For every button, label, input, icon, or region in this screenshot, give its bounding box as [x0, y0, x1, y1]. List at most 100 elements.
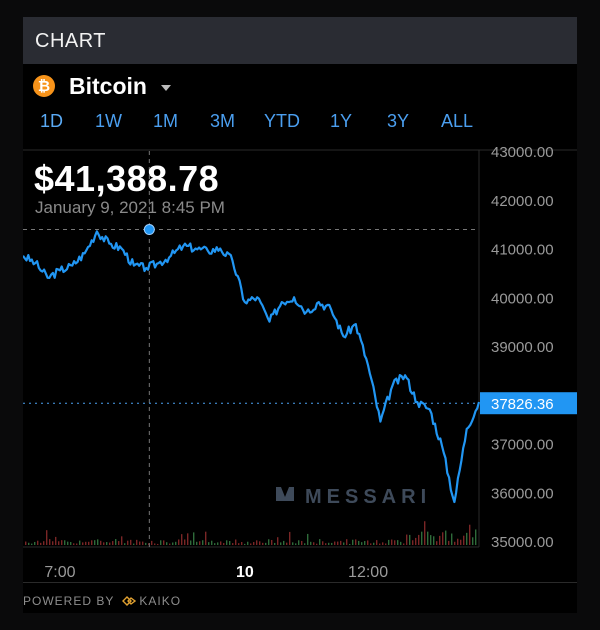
volume-bar [202, 540, 204, 545]
volume-bar [118, 541, 120, 545]
volume-bar [436, 541, 438, 545]
volume-bar [268, 539, 270, 545]
volume-bar [277, 537, 279, 545]
provider-name: KAIKO [139, 594, 182, 608]
volume-bar [403, 543, 405, 545]
kaiko-logo-icon [122, 596, 137, 606]
y-tick-label: 40000.00 [491, 290, 554, 307]
volume-bar [139, 541, 141, 545]
volume-bar [355, 539, 357, 545]
volume-bar [331, 542, 333, 545]
tab-1d[interactable]: 1D [40, 111, 64, 131]
volume-bar [307, 533, 309, 545]
volume-bar [175, 541, 177, 545]
y-tick-label: 37000.00 [491, 437, 554, 454]
volume-bar [151, 540, 153, 545]
volume-bar [349, 543, 351, 545]
volume-bar [37, 540, 39, 545]
volume-bar [337, 541, 339, 545]
price-chart[interactable]: MESSARI 43000.00 42000.00 41000.00 40000.00 3… [23, 17, 577, 613]
volume-bar [430, 535, 432, 545]
volume-bar [130, 539, 132, 545]
volume-bar [100, 540, 102, 545]
y-tick-label: 39000.00 [491, 339, 554, 356]
volume-bar [388, 539, 390, 545]
volume-bar [457, 538, 459, 545]
messari-watermark: MESSARI [305, 486, 431, 508]
volume-bar [439, 535, 441, 545]
volume-bar [85, 541, 87, 545]
tab-1m[interactable]: 1M [153, 111, 179, 131]
volume-bar [295, 543, 297, 545]
volume-bar [385, 543, 387, 545]
volume-bar [82, 542, 84, 545]
volume-bar [289, 531, 291, 545]
tab-3m[interactable]: 3M [210, 111, 236, 131]
tab-3y[interactable]: 3Y [387, 111, 410, 131]
y-tick-label: 43000.00 [491, 144, 554, 161]
volume-bar [415, 537, 417, 545]
volume-bar [223, 543, 225, 545]
volume-bar [301, 540, 303, 545]
y-tick-label: 41000.00 [491, 242, 554, 259]
volume-bar [115, 539, 117, 545]
volume-bar [163, 540, 165, 545]
volume-bar [217, 542, 219, 545]
y-tick-label: 35000.00 [491, 534, 554, 551]
y-tick-label: 36000.00 [491, 485, 554, 502]
volume-bar [319, 539, 321, 545]
volume-bar [94, 540, 96, 545]
volume-bar [400, 541, 402, 545]
tab-1y[interactable]: 1Y [330, 111, 353, 131]
volume-bar [469, 524, 471, 545]
volume-bar [67, 541, 69, 545]
volume-bar [34, 541, 36, 545]
volume-bar [181, 534, 183, 545]
volume-bar [238, 543, 240, 545]
volume-bar [148, 543, 150, 545]
volume-bar [442, 532, 444, 545]
volume-bar [412, 540, 414, 545]
volume-bar [421, 531, 423, 545]
volume-bar [310, 541, 312, 545]
asset-selector[interactable]: ₿ Bitcoin [33, 71, 171, 101]
volume-bar [121, 536, 123, 545]
volume-bar [358, 540, 360, 545]
volume-bar [136, 539, 138, 545]
chart-widget: CHART ₿ Bitcoin 1D 1W 1M 3M YTD 1Y 3Y AL… [23, 17, 577, 613]
volume-bar [160, 540, 162, 545]
volume-bar [124, 543, 126, 545]
x-tick-label: 12:00 [348, 564, 388, 581]
powered-by: POWERED BY KAIKO [23, 594, 181, 608]
volume-bar [145, 542, 147, 545]
volume-bar [190, 540, 192, 545]
volume-bar [298, 540, 300, 545]
volume-bar [70, 541, 72, 545]
volume-bar [463, 535, 465, 545]
volume-bar [91, 540, 93, 545]
volume-bar [283, 540, 285, 545]
volume-bar [373, 542, 375, 545]
volume-bar [184, 539, 186, 545]
volume-bar [52, 541, 54, 545]
volume-bar [199, 541, 201, 545]
volume-bar [196, 541, 198, 545]
tab-1w[interactable]: 1W [95, 111, 122, 131]
volume-bar [406, 534, 408, 545]
hover-point [143, 224, 155, 236]
volume-bar [112, 541, 114, 545]
volume-bar [250, 543, 252, 545]
current-price-label: 37826.36 [491, 396, 554, 413]
volume-bar [205, 531, 207, 545]
volume-bar [466, 532, 468, 545]
tab-all[interactable]: ALL [441, 111, 474, 131]
chevron-down-icon[interactable] [160, 85, 171, 91]
volume-bar [322, 541, 324, 545]
volume-bar [475, 529, 477, 545]
volume-bar [127, 540, 129, 545]
volume-bar [31, 543, 33, 545]
volume-bar [106, 542, 108, 545]
asset-name: Bitcoin [69, 72, 147, 99]
volume-bar [211, 540, 213, 545]
tab-ytd[interactable]: YTD [264, 111, 300, 131]
